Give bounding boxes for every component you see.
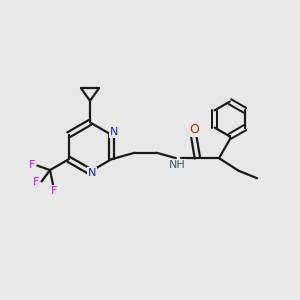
Text: N: N	[88, 168, 97, 178]
Text: N: N	[110, 127, 118, 137]
Text: F: F	[51, 186, 58, 196]
Text: F: F	[29, 160, 35, 170]
Text: F: F	[33, 177, 39, 188]
Text: NH: NH	[169, 160, 186, 170]
Text: O: O	[189, 123, 199, 136]
